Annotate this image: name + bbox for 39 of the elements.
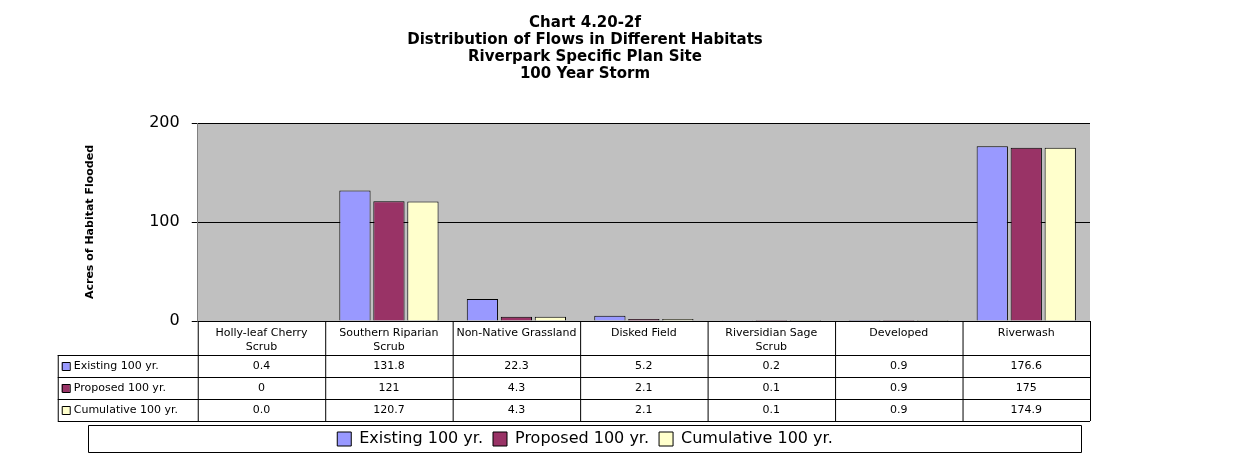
legend-label: Existing 100 yr. — [73, 358, 159, 372]
data-label: 4.3 — [507, 402, 526, 416]
data-label: 0 — [257, 380, 265, 394]
data-label: 0.2 — [762, 358, 781, 372]
text: Existing 100 yr. — [359, 428, 484, 448]
x-tick-label: Southern Riparian Scrub — [339, 326, 439, 353]
x-tick-label: Riversidian Sage Scrub — [725, 326, 818, 353]
data-label: 2.1 — [635, 380, 653, 394]
x-tick-label: Riverwash — [997, 326, 1055, 340]
y-tick-label: 200 — [149, 112, 180, 132]
data-label: 4.3 — [507, 380, 526, 394]
data-label: 0.4 — [252, 358, 271, 372]
data-label: 175 — [1015, 380, 1037, 394]
data-label: 0.9 — [890, 380, 908, 394]
data-label: 0.1 — [762, 402, 781, 416]
legend-label: Proposed 100 yr. — [515, 428, 650, 448]
y-tick-label: 0 — [169, 310, 180, 330]
x-tick-label: Developed — [869, 326, 929, 340]
data-label: 131.8 — [373, 358, 405, 372]
chart-title: Chart 4.20-2f Distribution of Flows in Different Habitats Riverpark Specific Plan Site 100 Year Storm — [407, 12, 763, 83]
y-axis-title: Acres of Habitat Flooded — [83, 144, 97, 300]
data-label: 174.9 — [1010, 402, 1043, 416]
text: Proposed 100 yr. — [73, 380, 166, 394]
data-label: 120.7 — [373, 402, 405, 416]
legend-label: Cumulative 100 yr. — [681, 428, 833, 448]
data-label: 2.1 — [635, 402, 653, 416]
data-label: 0.9 — [890, 402, 908, 416]
data-label: 121 — [378, 380, 400, 394]
data-label: 176.6 — [1010, 358, 1043, 372]
y-tick-label: 100 — [149, 211, 180, 231]
data-label: 22.3 — [504, 358, 529, 372]
x-tick-label: Disked Field — [610, 326, 677, 340]
data-label: 0.9 — [890, 358, 908, 372]
x-tick-label: Non-Native Grassland — [456, 326, 577, 340]
x-tick-label: Holly-leaf Cherry Scrub — [215, 326, 309, 353]
text: Cumulative 100 yr. — [73, 402, 179, 416]
data-label: 5.2 — [635, 358, 653, 372]
data-label: 0.1 — [762, 380, 781, 394]
data-label: 0.0 — [252, 402, 271, 416]
